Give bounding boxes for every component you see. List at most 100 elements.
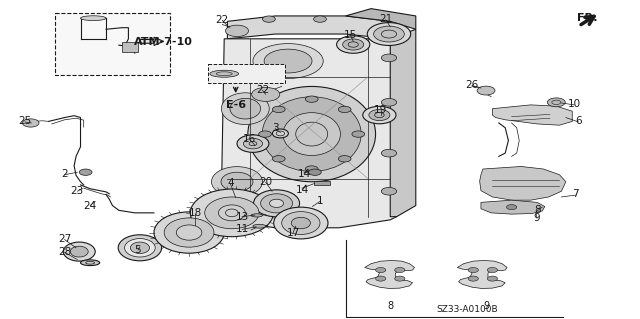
Ellipse shape: [262, 97, 361, 171]
Ellipse shape: [243, 138, 262, 149]
Ellipse shape: [374, 26, 404, 42]
Circle shape: [352, 131, 365, 137]
Text: 4: 4: [227, 178, 234, 188]
Text: 9: 9: [534, 213, 540, 223]
Text: 26: 26: [465, 80, 479, 91]
Text: ATM-7-10: ATM-7-10: [134, 37, 193, 47]
Text: 22: 22: [216, 15, 229, 25]
Text: 7: 7: [572, 189, 579, 199]
Circle shape: [395, 268, 405, 272]
Text: 6: 6: [575, 116, 582, 126]
Circle shape: [273, 106, 285, 113]
Ellipse shape: [210, 70, 239, 77]
Circle shape: [308, 169, 321, 175]
Ellipse shape: [125, 239, 156, 257]
Text: SZ33-A0100B: SZ33-A0100B: [436, 305, 498, 314]
Text: 10: 10: [568, 99, 580, 109]
Text: 2: 2: [61, 169, 68, 179]
Text: 21: 21: [379, 14, 392, 24]
Text: 27: 27: [58, 234, 71, 244]
Text: 8: 8: [534, 205, 540, 215]
Ellipse shape: [205, 197, 259, 229]
Ellipse shape: [342, 39, 364, 50]
Text: FR.: FR.: [577, 13, 597, 23]
Circle shape: [547, 98, 565, 107]
Ellipse shape: [164, 218, 214, 247]
Text: 19: 19: [374, 105, 387, 115]
Circle shape: [381, 149, 397, 157]
Polygon shape: [390, 29, 416, 217]
Text: 1: 1: [317, 196, 323, 206]
Text: 16: 16: [243, 134, 257, 144]
Ellipse shape: [70, 246, 88, 257]
Text: E-6: E-6: [226, 100, 246, 110]
Ellipse shape: [221, 172, 253, 191]
Text: 18: 18: [189, 209, 202, 219]
Ellipse shape: [81, 16, 106, 20]
Circle shape: [506, 204, 516, 210]
Circle shape: [273, 156, 285, 162]
Circle shape: [477, 86, 495, 95]
Text: 3: 3: [272, 123, 278, 133]
Ellipse shape: [283, 113, 340, 156]
Text: 14: 14: [296, 185, 308, 195]
Ellipse shape: [282, 211, 320, 234]
Bar: [314, 181, 330, 185]
Circle shape: [22, 119, 39, 127]
Polygon shape: [221, 39, 397, 228]
Polygon shape: [481, 200, 545, 214]
Ellipse shape: [367, 23, 411, 46]
Ellipse shape: [337, 36, 370, 53]
Circle shape: [487, 268, 497, 272]
Bar: [208, 64, 285, 83]
Ellipse shape: [131, 242, 150, 254]
Text: 15: 15: [344, 30, 357, 40]
Text: 22: 22: [256, 85, 269, 95]
Circle shape: [225, 25, 248, 37]
Ellipse shape: [237, 135, 269, 152]
Polygon shape: [479, 167, 566, 200]
Circle shape: [468, 276, 478, 281]
Ellipse shape: [274, 207, 328, 239]
Bar: [55, 13, 170, 75]
Text: 8: 8: [387, 300, 394, 311]
Text: 24: 24: [83, 201, 97, 211]
Ellipse shape: [264, 49, 312, 73]
Circle shape: [79, 169, 92, 175]
Circle shape: [339, 156, 351, 162]
Circle shape: [487, 276, 497, 281]
Ellipse shape: [251, 214, 262, 217]
Text: 14: 14: [298, 169, 310, 179]
Circle shape: [468, 268, 478, 272]
Text: 17: 17: [287, 227, 300, 238]
Text: 9: 9: [483, 300, 489, 311]
Ellipse shape: [253, 44, 323, 78]
Ellipse shape: [81, 260, 100, 266]
Polygon shape: [227, 16, 390, 39]
Ellipse shape: [273, 129, 289, 138]
Ellipse shape: [154, 212, 224, 253]
Circle shape: [262, 16, 275, 22]
Ellipse shape: [253, 224, 266, 228]
Text: 23: 23: [70, 186, 84, 196]
Circle shape: [381, 188, 397, 195]
Polygon shape: [346, 9, 416, 29]
Polygon shape: [365, 261, 415, 288]
Ellipse shape: [63, 242, 95, 261]
Ellipse shape: [221, 93, 269, 124]
Circle shape: [252, 87, 280, 101]
Ellipse shape: [190, 189, 273, 237]
Text: 28: 28: [58, 247, 71, 256]
Ellipse shape: [363, 106, 396, 124]
Ellipse shape: [176, 225, 202, 240]
Circle shape: [305, 166, 318, 172]
Ellipse shape: [230, 98, 260, 119]
Ellipse shape: [291, 217, 310, 229]
Circle shape: [376, 268, 386, 272]
Circle shape: [314, 16, 326, 22]
Ellipse shape: [269, 199, 284, 207]
Circle shape: [381, 54, 397, 62]
Ellipse shape: [118, 235, 162, 261]
Ellipse shape: [218, 205, 245, 221]
Text: 11: 11: [236, 224, 249, 234]
